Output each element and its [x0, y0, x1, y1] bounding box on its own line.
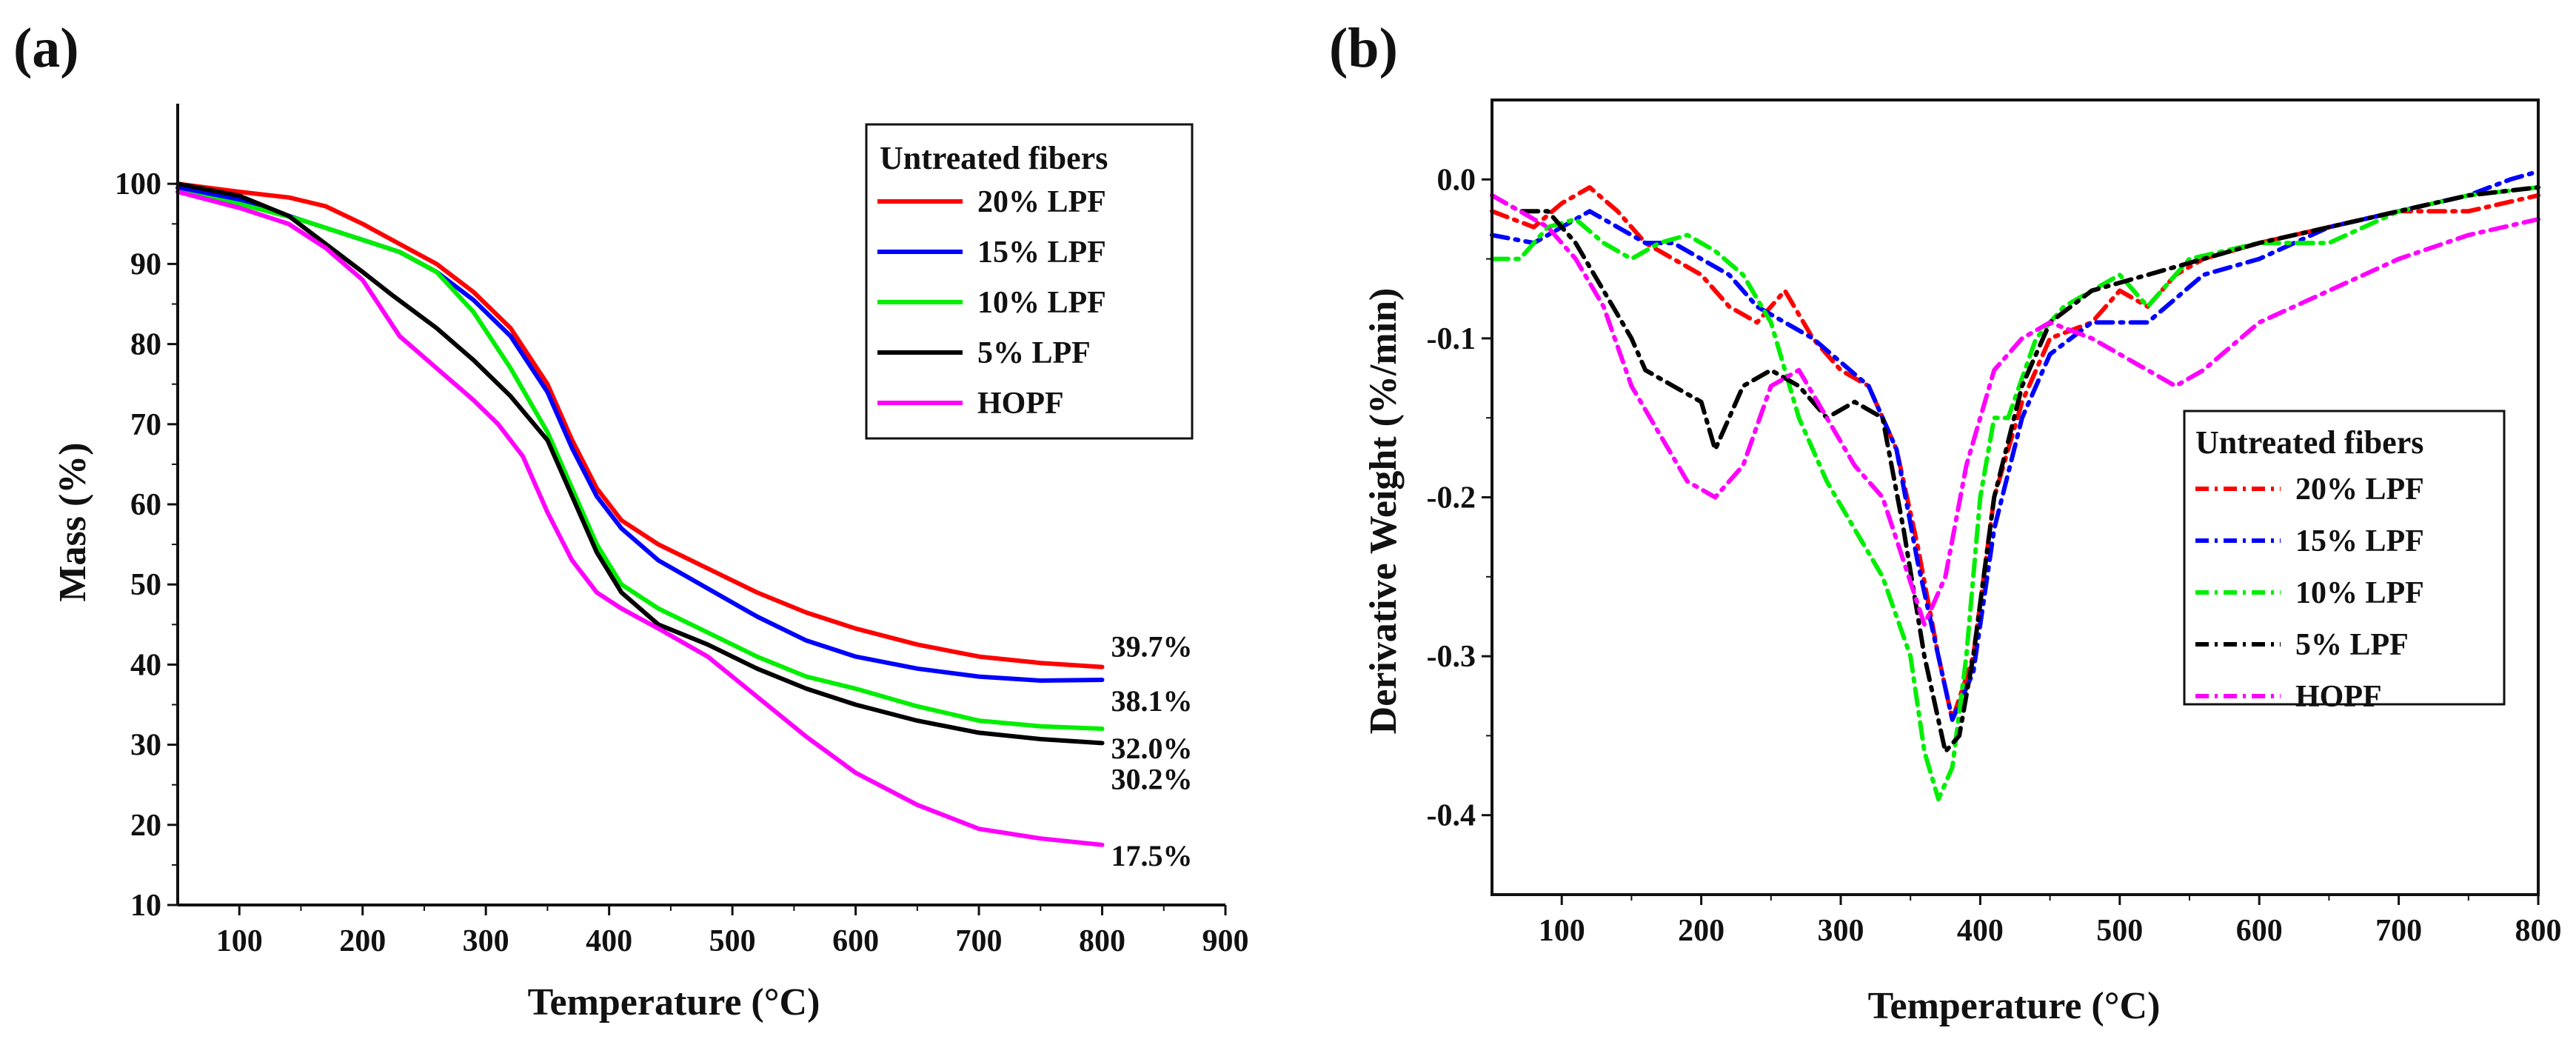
chart-b-ticks: 100 200 300 400 500 600 700 800 0.0 -0.1 -0.2 -0.3 -…: [1427, 163, 2562, 948]
chart-b-legend-label-1: 15% LPF: [2295, 524, 2424, 558]
chart-a-legend-label-2: 10% LPF: [977, 286, 1106, 320]
chart-b-legend-label-0: 20% LPF: [2295, 472, 2424, 507]
chart-b-series-line-4: [1490, 193, 2540, 627]
chart-a-y-tick-label-2: 30: [130, 729, 161, 763]
chart-b-y-tick-label-2: -0.2: [1427, 481, 1476, 515]
chart-a-legend-label-3: 5% LPF: [977, 336, 1091, 370]
chart-a-legend: Untreated fibers 20% LPF 15% LPF 10% LPF 5%…: [865, 123, 1194, 440]
chart-b-legend-label-4: HOPF: [2295, 680, 2382, 714]
chart-a-end-label-2: 32.0%: [1111, 732, 1193, 765]
chart-a-legend-label-1: 15% LPF: [977, 236, 1106, 270]
chart-b-x-tick-label-3: 400: [1957, 914, 2004, 948]
chart-b-y-tick-label-1: -0.1: [1427, 322, 1476, 356]
chart-b-series-line-1: [1490, 169, 2540, 722]
chart-b-y-tick-label-4: -0.4: [1427, 799, 1476, 833]
chart-a-series-line-2: [175, 190, 1105, 731]
chart-a-x-tick-label-7: 800: [1079, 924, 1125, 958]
chart-a-series-line-0: [175, 181, 1105, 669]
chart-a-y-tick-label-0: 10: [130, 889, 161, 923]
chart-b-x-axis-title: Temperature (°C): [1868, 985, 2161, 1027]
chart-a-x-tick-label-3: 400: [586, 924, 632, 958]
chart-b-x-tick-label-4: 500: [2096, 914, 2143, 948]
chart-a-y-tick-label-7: 80: [130, 328, 161, 362]
panel-label-a: (a): [13, 17, 79, 79]
chart-a-x-tick-label-5: 600: [832, 924, 879, 958]
panel-label-b: (b): [1329, 17, 1398, 79]
chart-a-x-tick-label-2: 300: [463, 924, 509, 958]
chart-b-legend: Untreated fibers 20% LPF 15% LPF 10% LPF 5%…: [2183, 410, 2506, 714]
chart-b-y-tick-label-3: -0.3: [1427, 640, 1476, 674]
chart-a-x-tick-label-4: 500: [709, 924, 756, 958]
chart-a-end-label-4: 17.5%: [1111, 839, 1193, 872]
chart-b-legend-label-2: 10% LPF: [2295, 576, 2424, 610]
chart-b-series-group: [1490, 169, 2540, 802]
chart-b-x-tick-label-1: 200: [1678, 914, 1724, 948]
chart-a-y-tick-label-5: 60: [130, 488, 161, 522]
chart-a-x-tick-label-6: 700: [956, 924, 1003, 958]
chart-a-mass-vs-temperature: (a) 100 200 300 400 500 600 700 800 900 10 20 30 40 5…: [13, 17, 1249, 1023]
chart-b-x-tick-label-0: 100: [1539, 914, 1585, 948]
chart-a-series-group: [175, 181, 1105, 847]
chart-b-x-tick-label-7: 800: [2515, 914, 2562, 948]
chart-a-x-tick-label-8: 900: [1202, 924, 1249, 958]
chart-a-y-tick-label-1: 20: [130, 809, 161, 843]
chart-b-series-line-2: [1490, 185, 2540, 802]
chart-a-legend-label-4: HOPF: [977, 387, 1064, 421]
chart-a-y-tick-label-6: 70: [130, 408, 161, 442]
chart-b-legend-title: Untreated fibers: [2195, 424, 2423, 461]
chart-b-x-tick-label-6: 700: [2375, 914, 2422, 948]
chart-b-x-tick-label-5: 600: [2236, 914, 2283, 948]
chart-a-legend-box: [865, 123, 1194, 440]
chart-b-derivative-weight: (b) 100 200 300 400 500 600 700 800 0.0 -0.1 -0.2 -…: [1329, 17, 2562, 1027]
chart-a-end-label-3: 30.2%: [1111, 762, 1193, 795]
chart-a-y-tick-label-8: 90: [130, 247, 161, 281]
chart-a-x-tick-label-1: 200: [339, 924, 386, 958]
chart-b-series-line-3: [1490, 185, 2540, 754]
chart-a-end-label-1: 38.1%: [1111, 684, 1193, 718]
chart-a-y-tick-label-4: 50: [130, 568, 161, 602]
chart-a-series-line-4: [175, 190, 1105, 847]
chart-b-x-tick-label-2: 300: [1818, 914, 1864, 948]
chart-b-y-tick-label-0: 0.0: [1437, 163, 1476, 197]
chart-a-legend-title: Untreated fibers: [880, 140, 1108, 176]
chart-a-y-axis-title: Mass (%): [52, 442, 94, 601]
chart-a-y-tick-label-9: 100: [115, 167, 161, 201]
chart-a-end-labels: 39.7% 38.1% 32.0%30.2% 17.5%: [1111, 630, 1193, 872]
chart-a-end-label-0: 39.7%: [1111, 630, 1193, 664]
chart-b-y-axis-title: Derivative Weight (%/min): [1362, 288, 1405, 735]
chart-a-series-line-3: [175, 181, 1105, 746]
chart-a-x-axis-title: Temperature (°C): [528, 981, 820, 1023]
chart-a-y-tick-label-3: 40: [130, 648, 161, 682]
chart-b-legend-box: [2183, 410, 2506, 706]
chart-a-x-tick-label-0: 100: [216, 924, 263, 958]
chart-a-ticks: 100 200 300 400 500 600 700 800 900 10 20 30 40 50 60 7…: [115, 167, 1249, 958]
chart-b-legend-label-3: 5% LPF: [2295, 628, 2409, 662]
chart-a-legend-label-0: 20% LPF: [977, 185, 1106, 219]
